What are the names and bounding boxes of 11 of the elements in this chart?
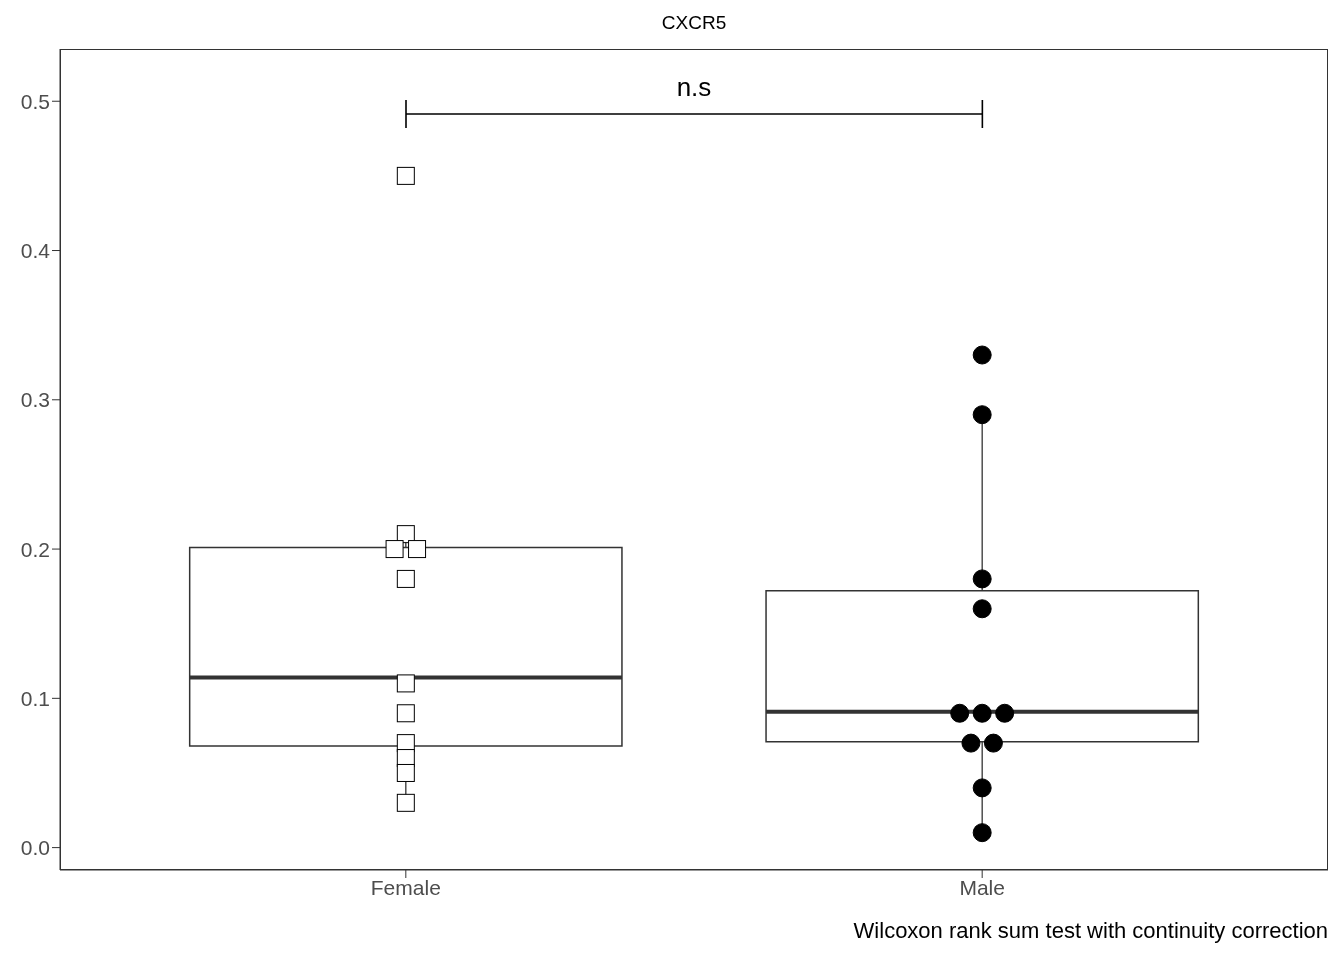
- y-tick-label: 0.0: [20, 836, 50, 860]
- y-tick-label: 0.1: [20, 686, 50, 710]
- y-tick-label: 0.3: [20, 388, 50, 412]
- chart-title: CXCR5: [660, 12, 728, 34]
- x-tick-label: Female: [370, 875, 441, 899]
- annotation: n.s: [675, 71, 713, 103]
- y-tick-label: 0.2: [20, 537, 50, 561]
- x-tick-label: Male: [959, 875, 1005, 899]
- y-tick-label: 0.5: [20, 89, 50, 113]
- y-tick-label: 0.4: [20, 238, 51, 262]
- text: Wilcoxon rank sum test with continuity correction: [853, 918, 1328, 944]
